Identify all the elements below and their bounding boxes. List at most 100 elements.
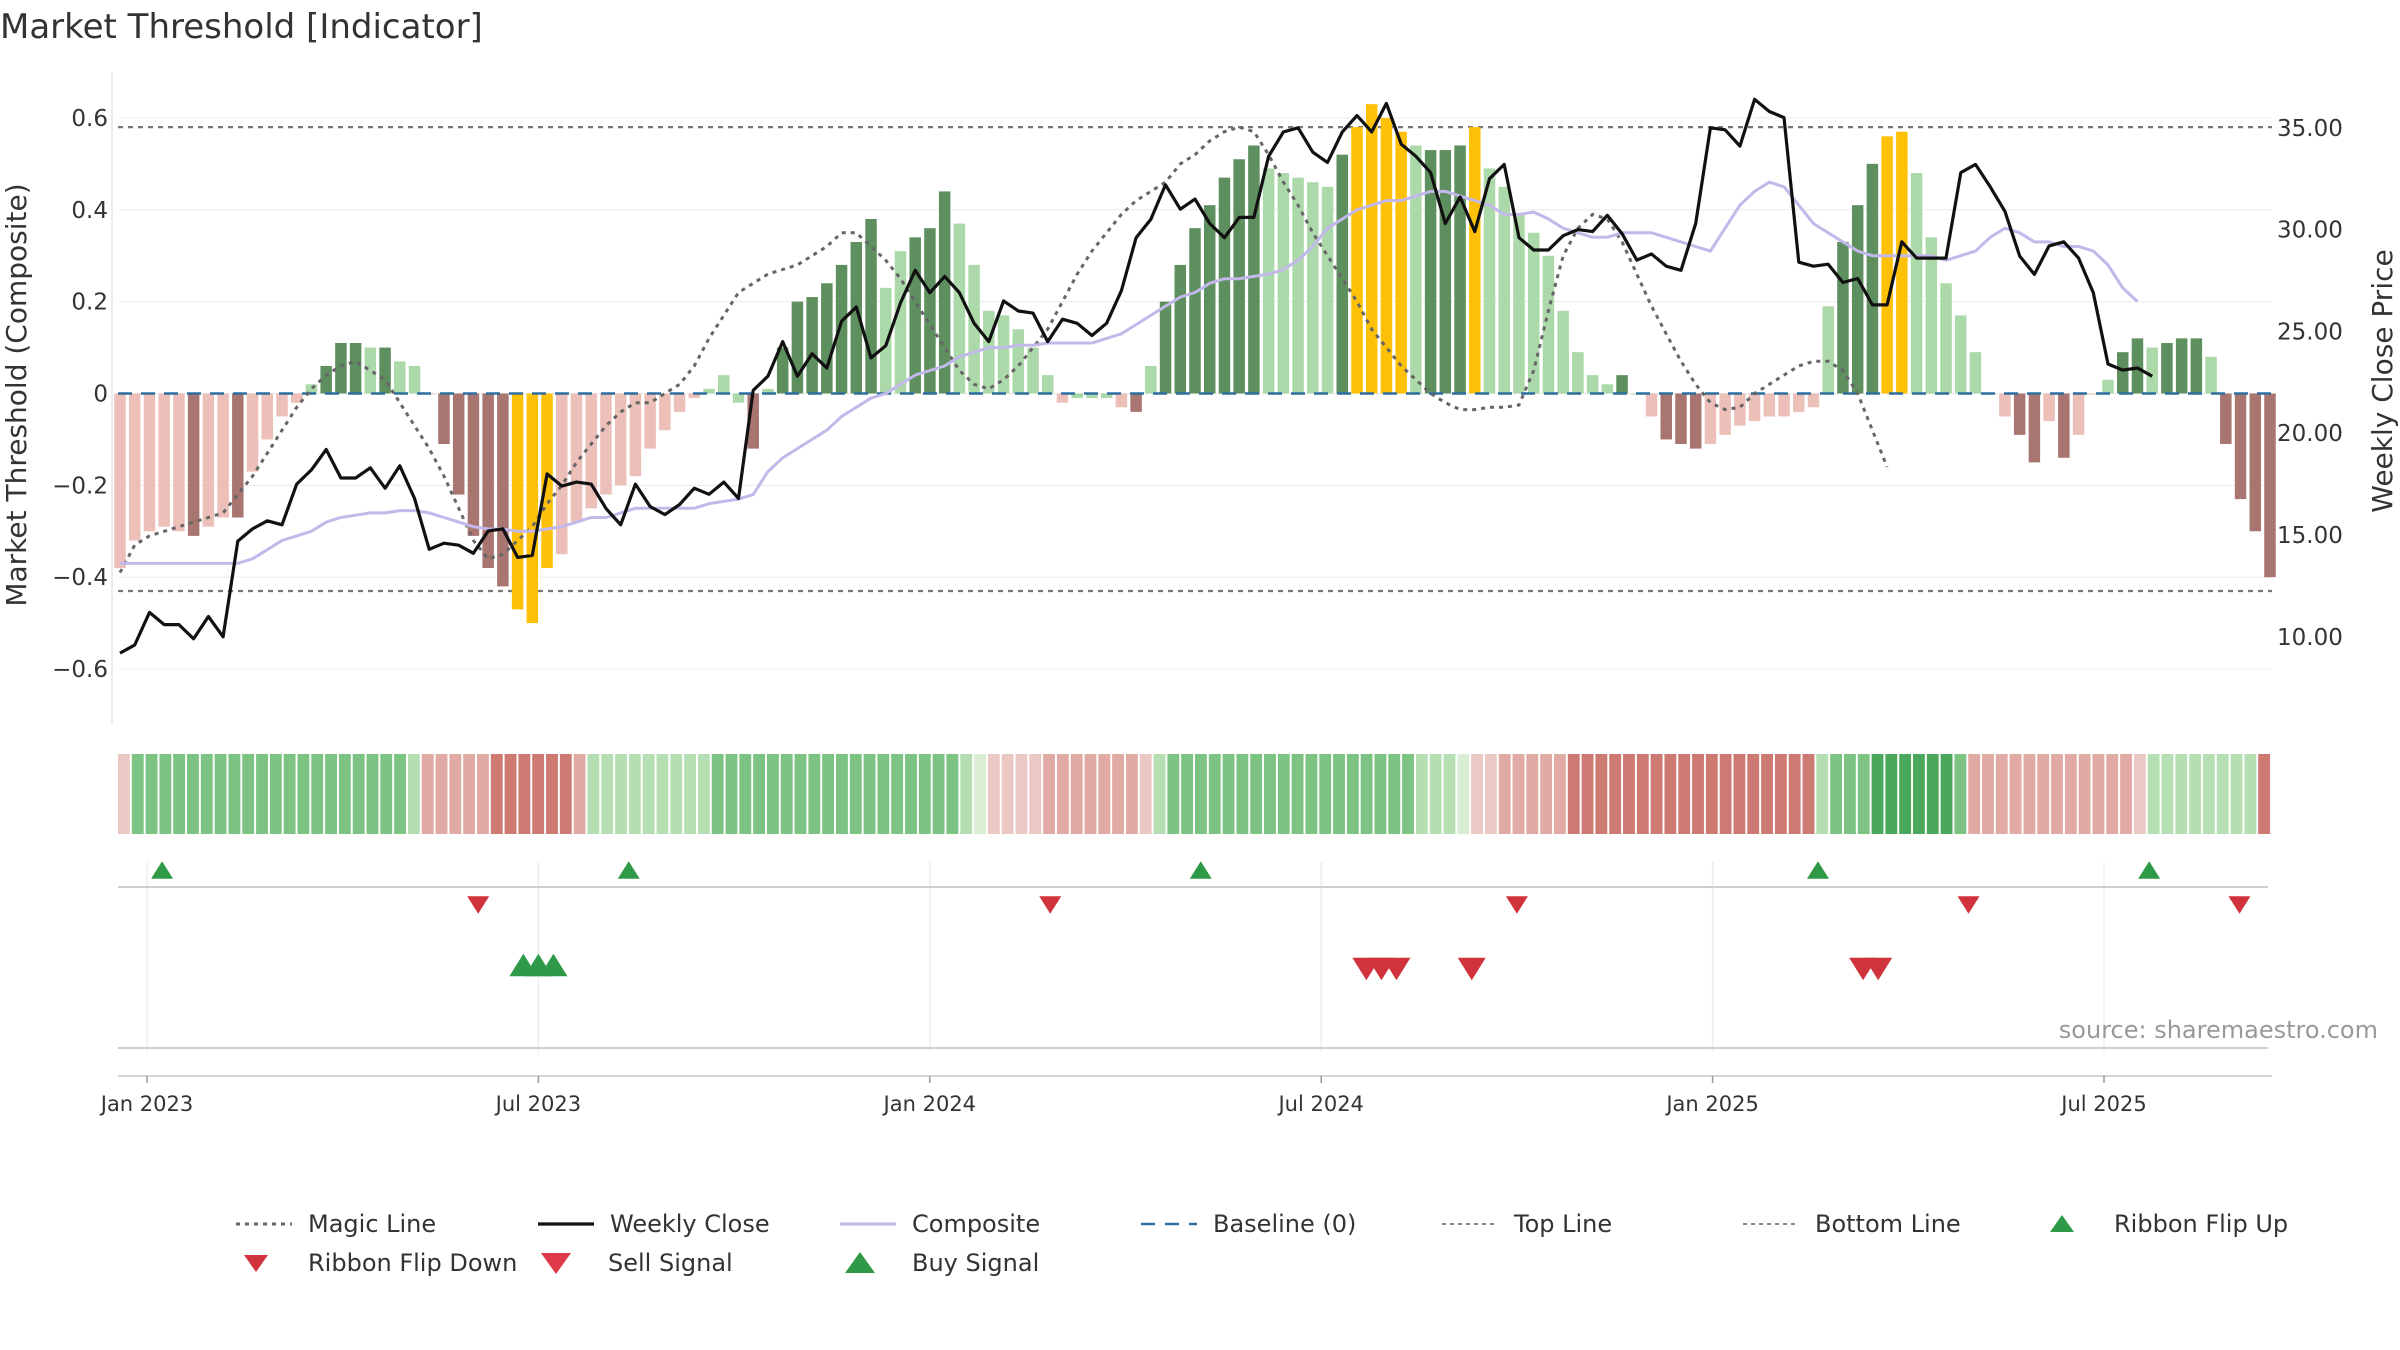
ribbon-cell: [1802, 754, 1815, 834]
sell-signal-marker: [1864, 957, 1893, 981]
composite-bar: [600, 393, 612, 495]
right-axis: 35.00 30.00 25.00 20.00 15.00 10.00: [2277, 116, 2343, 651]
sell-signal-marker: [1382, 957, 1411, 981]
ribbon-cell: [1153, 754, 1166, 834]
legend-item: Magic Line: [236, 1210, 436, 1238]
ribbon-cell: [905, 754, 917, 834]
composite-bar: [1410, 145, 1422, 394]
legend: Magic Line Weekly Close Composite Baseline …: [236, 1210, 2288, 1277]
ribbon-cell: [1070, 754, 1083, 834]
composite-bar: [320, 365, 332, 394]
magic-line: [118, 125, 1889, 574]
sell-signal-marker: [1457, 957, 1486, 981]
composite-bar: [556, 393, 568, 555]
ribbon-cell: [2244, 754, 2257, 834]
composite-bar: [997, 315, 1010, 394]
legend-label: Magic Line: [308, 1210, 436, 1238]
ribbon-cell: [1774, 754, 1787, 834]
left-tick-label: −0.2: [52, 473, 108, 499]
left-tick-label: 0.4: [71, 198, 108, 224]
ribbon-cell: [2202, 754, 2215, 834]
composite-bar: [1660, 393, 1672, 440]
composite-bar: [1881, 136, 1893, 394]
composite-bar: [1851, 205, 1864, 394]
ribbon-cell: [1098, 754, 1111, 834]
legend-item: Bottom Line: [1743, 1210, 1961, 1238]
ribbon-cell: [1029, 754, 1042, 834]
ribbon-cell: [366, 754, 379, 834]
composite-bar: [1248, 145, 1260, 394]
ribbon-cell: [1995, 754, 2008, 834]
ribbon-cell: [518, 754, 531, 834]
composite-bar: [2013, 393, 2026, 435]
ribbon-cell: [2189, 754, 2202, 834]
composite-bar: [290, 393, 303, 403]
composite-bar: [629, 393, 642, 477]
composite-bar: [1586, 375, 1599, 394]
legend-swatch: [845, 1252, 875, 1273]
ribbon-cell: [1429, 754, 1442, 834]
composite-bar: [1955, 315, 1967, 394]
composite-bar: [1763, 393, 1776, 417]
ribbon-cell: [1540, 754, 1553, 834]
composite-bar: [614, 393, 627, 486]
ribbon-cell: [1636, 754, 1649, 834]
ribbon-cell: [435, 754, 448, 834]
ribbon-cell: [836, 754, 848, 834]
x-tick-label: Jul 2024: [1276, 1092, 1363, 1116]
composite-bar: [482, 393, 494, 569]
composite-bar: [2220, 393, 2232, 445]
composite-bar: [158, 393, 170, 527]
ribbon-cell: [946, 754, 959, 834]
ribbon-cell: [1554, 754, 1566, 834]
ribbon-cell: [918, 754, 931, 834]
ribbon-cell: [1733, 754, 1746, 834]
ribbon-cell: [960, 754, 973, 834]
composite-bar: [1807, 393, 1820, 408]
composite-bar: [1159, 301, 1172, 394]
composite-bar: [821, 283, 833, 394]
composite-bar: [1439, 150, 1452, 394]
ribbon-cell: [1125, 754, 1138, 834]
ribbon-cell: [1843, 754, 1856, 834]
composite-bar: [202, 393, 215, 527]
composite-bar: [880, 287, 892, 394]
composite-bar: [1380, 117, 1393, 394]
ribbon-cell: [877, 754, 890, 834]
ribbon-cell: [670, 754, 683, 834]
composite-bar: [1675, 393, 1687, 445]
composite-bar: [909, 237, 921, 394]
legend-item: Top Line: [1442, 1210, 1612, 1238]
composite-bar: [2161, 342, 2173, 394]
ribbon-cell: [242, 754, 255, 834]
ribbon-cell: [573, 754, 586, 834]
ribbon-cell: [1346, 754, 1359, 834]
composite-bar: [1999, 393, 2011, 417]
ribbon-cell: [1899, 754, 1912, 834]
ribbon-cell: [1236, 754, 1249, 834]
ribbon-cell: [1043, 754, 1055, 834]
ribbon-cell: [2216, 754, 2229, 834]
legend-item: Baseline (0): [1141, 1210, 1356, 1238]
composite-bar: [688, 393, 701, 399]
composite-bar: [2072, 393, 2085, 435]
composite-bar: [394, 361, 406, 394]
composite-bar: [1012, 329, 1025, 394]
ribbon-cell: [297, 754, 310, 834]
legend-item: Weekly Close: [538, 1210, 770, 1238]
composite-bar: [173, 393, 185, 532]
ribbon-cell: [891, 754, 904, 834]
ribbon-cell: [1512, 754, 1525, 834]
composite-bar: [349, 342, 362, 394]
composite-bar: [1056, 393, 1069, 403]
ribbon-cell: [1830, 754, 1843, 834]
ribbon-cell: [1277, 754, 1290, 834]
composite-bar: [1262, 168, 1275, 394]
ribbon-cell: [1940, 754, 1953, 834]
ribbon-cell: [1374, 754, 1387, 834]
composite-bar: [2131, 338, 2144, 394]
composite-bar: [673, 393, 686, 412]
ribbon-cell: [2023, 754, 2036, 834]
legend-label: Ribbon Flip Down: [308, 1249, 517, 1277]
x-tick-label: Jan 2024: [882, 1092, 977, 1116]
